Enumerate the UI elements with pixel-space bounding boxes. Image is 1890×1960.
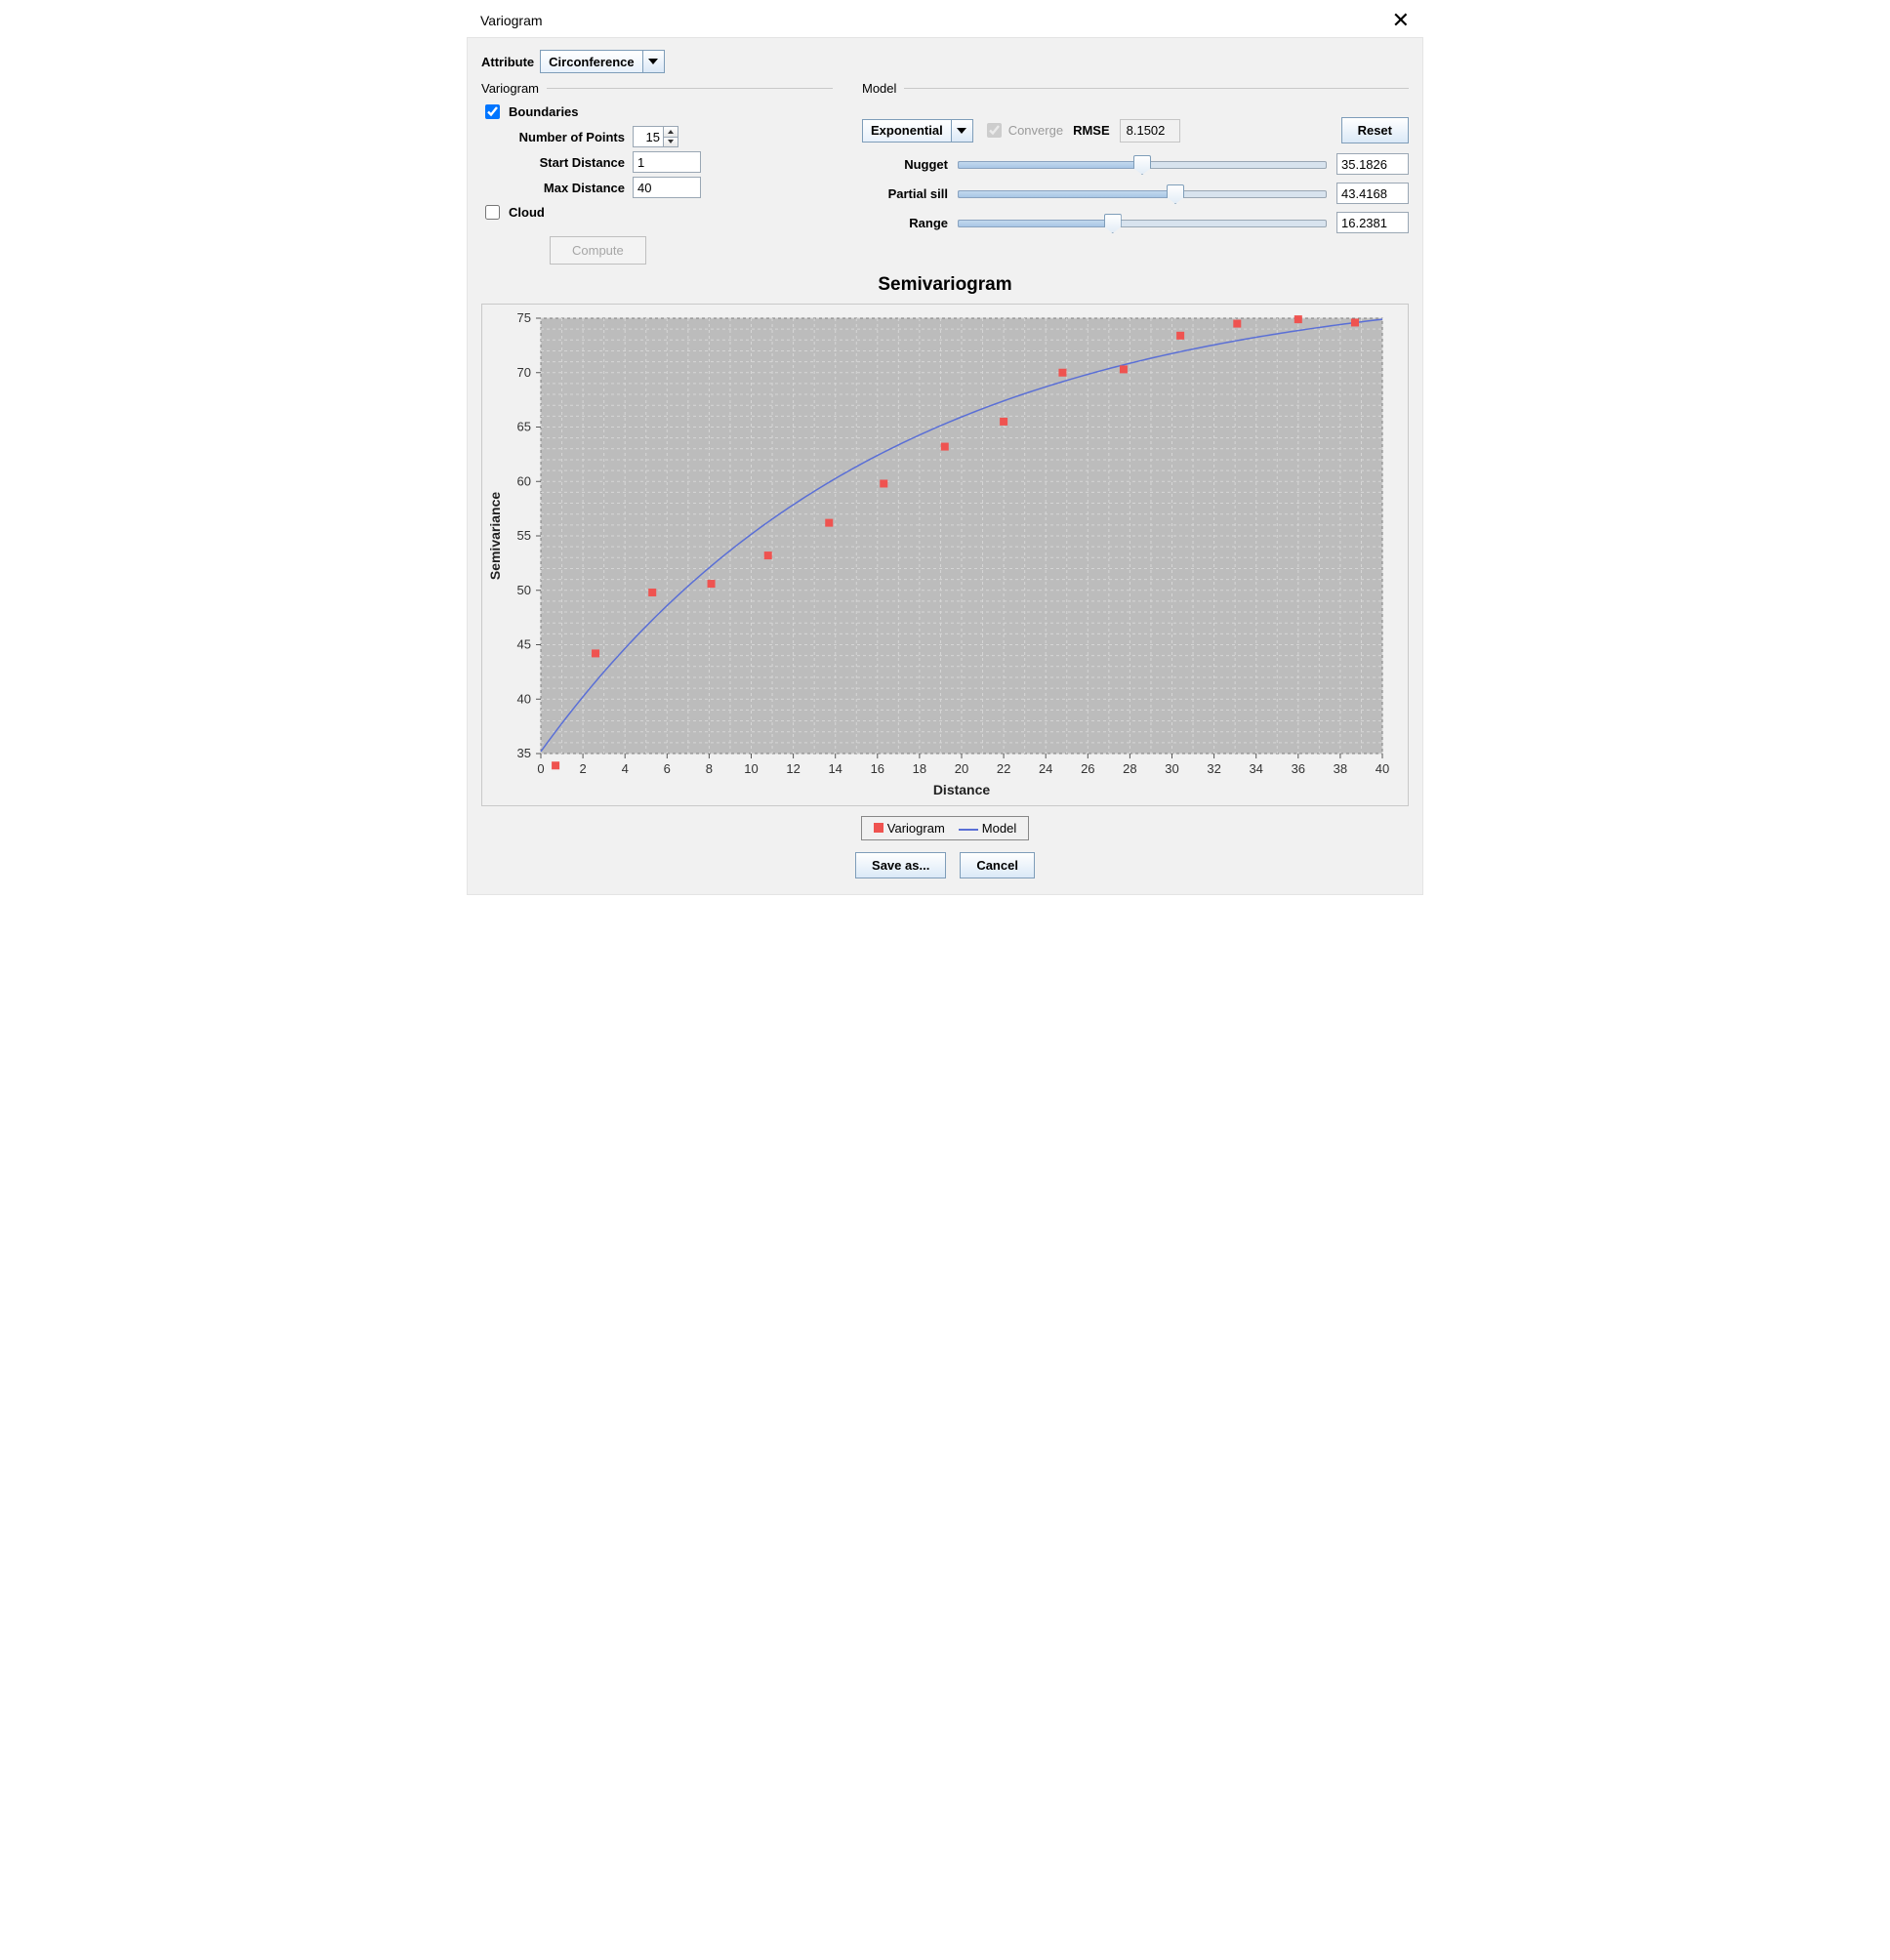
svg-text:26: 26 [1081,761,1094,776]
svg-text:16: 16 [871,761,884,776]
model-settings: Model Exponential Converge RMSE 8.1502 [862,81,1409,265]
rmse-label: RMSE [1073,123,1110,138]
svg-text:35: 35 [517,746,531,760]
maxdist-label: Max Distance [481,181,633,195]
chart-frame: 0246810121416182022242628303234363840354… [481,304,1409,806]
cloud-label[interactable]: Cloud [509,205,545,220]
model-section-title: Model [862,81,896,96]
svg-text:6: 6 [664,761,671,776]
svg-text:30: 30 [1165,761,1178,776]
svg-text:24: 24 [1039,761,1052,776]
startdist-label: Start Distance [481,155,633,170]
range-label: Range [862,216,948,230]
partialsill-input[interactable] [1336,183,1409,204]
variogram-settings: Variogram Boundaries Number of Points [481,81,833,265]
partialsill-label: Partial sill [862,186,948,201]
attribute-select[interactable]: Circonference [540,50,664,73]
range-slider[interactable] [958,213,1327,232]
svg-text:14: 14 [828,761,842,776]
nugget-label: Nugget [862,157,948,172]
attribute-value: Circonference [541,51,641,72]
maxdist-input[interactable] [633,177,701,198]
svg-text:70: 70 [517,365,531,380]
chevron-down-icon [951,120,972,142]
svg-text:8: 8 [706,761,713,776]
chart-section: Semivariogram 02468101214161820222426283… [481,274,1409,878]
svg-text:36: 36 [1292,761,1305,776]
svg-text:40: 40 [517,691,531,706]
rmse-value: 8.1502 [1120,119,1180,143]
legend-model: Model [959,821,1016,836]
converge-label: Converge [1008,123,1063,138]
numpoints-spinner[interactable] [633,126,678,147]
numpoints-label: Number of Points [481,130,633,144]
model-type-select[interactable]: Exponential [862,119,973,143]
chevron-down-icon [642,51,664,72]
svg-text:32: 32 [1207,761,1220,776]
cloud-checkbox[interactable] [485,205,500,220]
svg-text:0: 0 [537,761,544,776]
range-input[interactable] [1336,212,1409,233]
boundaries-label[interactable]: Boundaries [509,104,579,119]
legend-variogram: Variogram [874,821,945,836]
svg-text:18: 18 [913,761,926,776]
chart-title: Semivariogram [481,274,1409,296]
converge-input [987,123,1002,138]
svg-text:28: 28 [1123,761,1136,776]
compute-button: Compute [550,236,646,265]
partialsill-slider[interactable] [958,184,1327,203]
cancel-button[interactable]: Cancel [960,852,1035,878]
svg-text:2: 2 [579,761,586,776]
close-icon[interactable]: ✕ [1392,10,1410,31]
body-panel: Attribute Circonference Variogram Bounda… [467,37,1423,895]
model-type-value: Exponential [863,120,951,142]
svg-text:4: 4 [622,761,629,776]
svg-text:12: 12 [786,761,800,776]
startdist-input[interactable] [633,151,701,173]
svg-text:55: 55 [517,528,531,543]
spinner-down-icon[interactable] [664,138,678,147]
svg-text:20: 20 [955,761,968,776]
svg-text:60: 60 [517,473,531,488]
svg-text:45: 45 [517,637,531,652]
attribute-label: Attribute [481,55,534,69]
svg-text:38: 38 [1334,761,1347,776]
boundaries-checkbox[interactable] [485,104,500,119]
reset-button[interactable]: Reset [1341,117,1409,143]
svg-text:Distance: Distance [933,782,991,797]
semivariogram-chart: 0246810121416182022242628303234363840354… [482,305,1400,802]
svg-text:Semivariance: Semivariance [487,492,503,580]
variogram-section-title: Variogram [481,81,539,96]
chart-legend: Variogram Model [861,816,1029,840]
nugget-slider[interactable] [958,154,1327,174]
converge-checkbox: Converge [983,120,1063,141]
titlebar: Variogram ✕ [467,0,1423,37]
svg-text:22: 22 [997,761,1010,776]
spinner-up-icon[interactable] [664,127,678,138]
svg-text:65: 65 [517,420,531,434]
window-title: Variogram [480,13,543,28]
svg-text:50: 50 [517,583,531,597]
svg-text:75: 75 [517,310,531,325]
save-as-button[interactable]: Save as... [855,852,946,878]
numpoints-input[interactable] [633,126,664,147]
svg-text:10: 10 [744,761,758,776]
attribute-row: Attribute Circonference [481,50,1409,73]
nugget-input[interactable] [1336,153,1409,175]
svg-text:34: 34 [1249,761,1262,776]
variogram-dialog: Variogram ✕ Attribute Circonference Vari… [467,0,1423,895]
svg-text:40: 40 [1376,761,1389,776]
